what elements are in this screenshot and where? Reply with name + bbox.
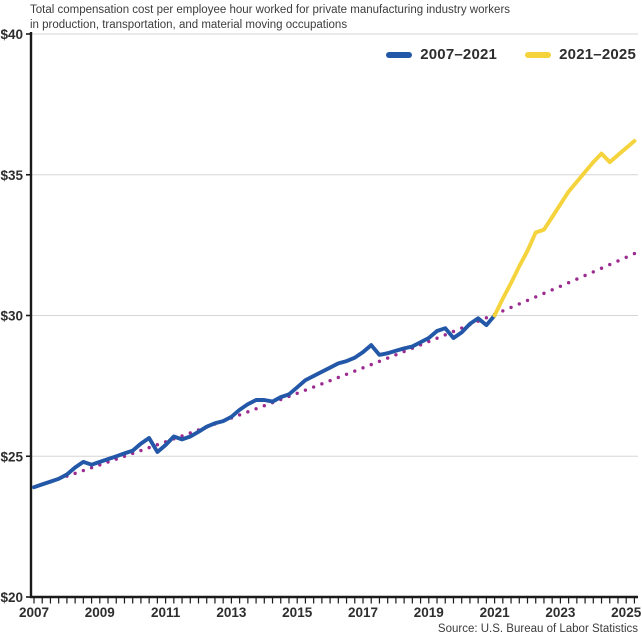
trend-dot xyxy=(517,302,521,306)
chart-title-line2: in production, transportation, and mater… xyxy=(30,19,348,32)
trend-dot xyxy=(608,262,612,267)
trend-dot xyxy=(320,382,324,386)
y-tick-label-35: $35 xyxy=(0,168,23,183)
x-tick-label-2015: 2015 xyxy=(282,605,313,620)
trend-dot xyxy=(509,305,513,310)
trend-dot xyxy=(435,336,439,340)
trend-dot xyxy=(443,333,447,337)
trend-dot xyxy=(311,385,316,389)
trend-dot xyxy=(616,259,620,263)
chart-title-line1: Total compensation cost per employee hou… xyxy=(30,4,511,16)
trend-dot xyxy=(344,372,349,376)
trend-dot xyxy=(295,391,299,396)
legend-item-2021-2025: 2021–2025 xyxy=(525,46,636,63)
x-tick-label-2017: 2017 xyxy=(348,605,378,620)
legend-swatch-blue xyxy=(386,51,413,58)
x-tick-label-2021: 2021 xyxy=(480,605,511,620)
x-tick-label-2025: 2025 xyxy=(611,605,642,620)
x-tick-label-2019: 2019 xyxy=(414,605,444,620)
trend-dot xyxy=(336,375,341,380)
legend-swatch-yellow xyxy=(525,51,552,58)
trend-dot xyxy=(73,471,77,476)
legend-label-2007-2021: 2007–2021 xyxy=(420,46,498,63)
trend-dot xyxy=(599,266,604,270)
trend-dot xyxy=(566,281,571,285)
trend-dot xyxy=(147,445,151,450)
trend-dot xyxy=(254,407,258,411)
series-line-2007-2021 xyxy=(32,313,497,490)
trend-dot xyxy=(525,298,530,303)
trend-dot xyxy=(180,434,184,438)
chart-legend: 2007–2021 2021–2025 xyxy=(386,46,636,63)
y-tick-label-25: $25 xyxy=(0,449,23,464)
trend-dot xyxy=(542,291,546,296)
trend-dot xyxy=(385,356,390,360)
source-attribution: Source: U.S. Bureau of Labor Statistics xyxy=(437,623,638,635)
trend-dot xyxy=(624,255,628,259)
trend-dot xyxy=(377,359,382,364)
x-tick-label-2007: 2007 xyxy=(19,605,49,620)
trend-dot xyxy=(328,378,332,383)
trend-dot xyxy=(501,309,505,313)
trend-dot xyxy=(81,468,86,473)
trend-dot xyxy=(262,404,266,408)
trend-dot xyxy=(451,329,456,334)
series-line-2021-2025 xyxy=(492,139,637,318)
trend-dot xyxy=(353,369,357,373)
trend-dot xyxy=(237,413,242,417)
trend-dot xyxy=(89,466,94,470)
y-tick-label-30: $30 xyxy=(0,309,23,324)
trend-dot xyxy=(558,284,563,288)
trend-dot xyxy=(394,353,398,357)
trend-dot xyxy=(591,270,595,274)
y-tick-label-20: $20 xyxy=(0,590,23,605)
trend-dot xyxy=(246,410,250,414)
trend-dot xyxy=(369,362,373,367)
trend-dot xyxy=(139,448,143,453)
trend-dot xyxy=(155,443,160,447)
trend-dot xyxy=(427,339,431,344)
y-tick-label-40: $40 xyxy=(0,27,23,42)
x-tick-label-2023: 2023 xyxy=(545,605,576,620)
trend-dot xyxy=(484,316,489,320)
trend-dot xyxy=(534,295,538,299)
trend-dot xyxy=(550,288,554,292)
trend-dot xyxy=(583,273,587,278)
trend-dot xyxy=(361,366,365,370)
x-tick-label-2011: 2011 xyxy=(151,605,181,620)
x-tick-label-2013: 2013 xyxy=(216,605,247,620)
x-tick-label-2009: 2009 xyxy=(85,605,115,620)
chart-title: Total compensation cost per employee hou… xyxy=(30,3,630,33)
trend-dot xyxy=(303,388,308,392)
trend-dot xyxy=(575,277,579,281)
legend-label-2021-2025: 2021–2025 xyxy=(559,46,636,63)
legend-item-2007-2021: 2007–2021 xyxy=(386,46,497,63)
trend-dot xyxy=(632,251,637,256)
